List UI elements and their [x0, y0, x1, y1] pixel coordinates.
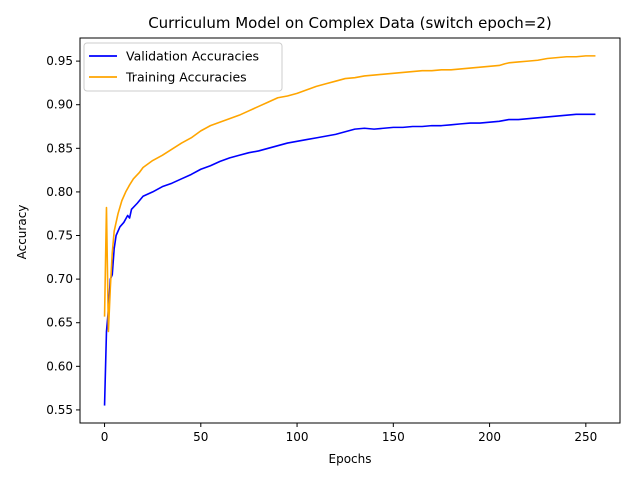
- y-tick-label: 0.65: [46, 316, 73, 330]
- x-tick-label: 150: [382, 430, 405, 444]
- x-tick-label: 200: [478, 430, 501, 444]
- plot-area-frame: [79, 37, 621, 424]
- y-tick-label: 0.80: [46, 185, 73, 199]
- x-tick-label: 100: [286, 430, 309, 444]
- legend: Validation Accuracies Training Accuracie…: [83, 42, 283, 92]
- y-tick-label: 0.55: [46, 403, 73, 417]
- legend-box: [83, 42, 283, 92]
- x-tick-label: 50: [193, 430, 208, 444]
- chart-title: Curriculum Model on Complex Data (switch…: [148, 14, 552, 32]
- y-tick-label: 0.90: [46, 98, 73, 112]
- y-tick-label: 0.60: [46, 359, 73, 373]
- validation-accuracy-line: [103, 113, 596, 406]
- x-tick-label: 250: [574, 430, 597, 444]
- series-lines: [103, 55, 596, 406]
- x-axis-ticks: 0 50 100 150 200 250: [101, 423, 597, 444]
- legend-label-training: Training Accuracies: [125, 70, 247, 85]
- y-tick-label: 0.95: [46, 54, 73, 68]
- y-axis-ticks: 0.55 0.60 0.65 0.70 0.75 0.80 0.85 0.90 0.95: [46, 54, 80, 417]
- y-axis-label: Accuracy: [15, 205, 29, 260]
- y-tick-label: 0.75: [46, 229, 73, 243]
- y-tick-label: 0.85: [46, 141, 73, 155]
- x-tick-label: 0: [101, 430, 109, 444]
- y-tick-label: 0.70: [46, 272, 73, 286]
- training-accuracy-line: [103, 55, 596, 333]
- x-axis-label: Epochs: [329, 452, 372, 466]
- legend-label-validation: Validation Accuracies: [126, 49, 259, 64]
